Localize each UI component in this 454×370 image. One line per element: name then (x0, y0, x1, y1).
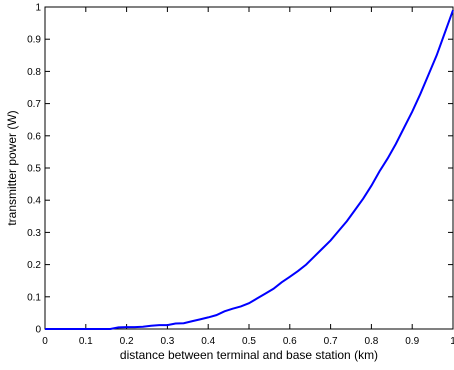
y-tick-label: 1 (35, 3, 41, 14)
x-tick-label: 0.8 (364, 336, 378, 347)
x-tick-label: 0.4 (201, 336, 215, 347)
y-tick-label: 0 (35, 325, 41, 336)
y-tick-label: 0.1 (27, 292, 41, 303)
y-tick-label: 0.3 (27, 228, 41, 239)
x-tick-label: 0.7 (324, 336, 338, 347)
y-tick-label: 0.9 (27, 35, 41, 46)
x-tick-label: 1 (450, 336, 454, 347)
x-axis-label: distance between terminal and base stati… (120, 348, 378, 362)
y-tick-label: 0.8 (27, 67, 41, 78)
x-tick-label: 0.3 (160, 336, 174, 347)
y-axis-label: transmitter power (W) (5, 110, 19, 225)
x-tick-label: 0.2 (120, 336, 134, 347)
x-tick-label: 0.9 (405, 336, 419, 347)
x-tick-label: 0.1 (79, 336, 93, 347)
y-tick-label: 0.6 (27, 131, 41, 142)
plot-area (45, 7, 453, 329)
y-tick-label: 0.4 (27, 196, 41, 207)
x-tick-label: 0 (42, 336, 48, 347)
y-tick-label: 0.2 (27, 260, 41, 271)
x-tick-label: 0.5 (242, 336, 256, 347)
x-axis-tick-labels: 0 0.1 0.2 0.3 0.4 0.5 0.6 0.7 0.8 0.9 1 (42, 336, 454, 347)
y-tick-label: 0.5 (27, 164, 41, 175)
x-tick-label: 0.6 (283, 336, 297, 347)
y-tick-label: 0.7 (27, 99, 41, 110)
y-axis-tick-labels: 0 0.1 0.2 0.3 0.4 0.5 0.6 0.7 0.8 0.9 1 (27, 3, 41, 336)
